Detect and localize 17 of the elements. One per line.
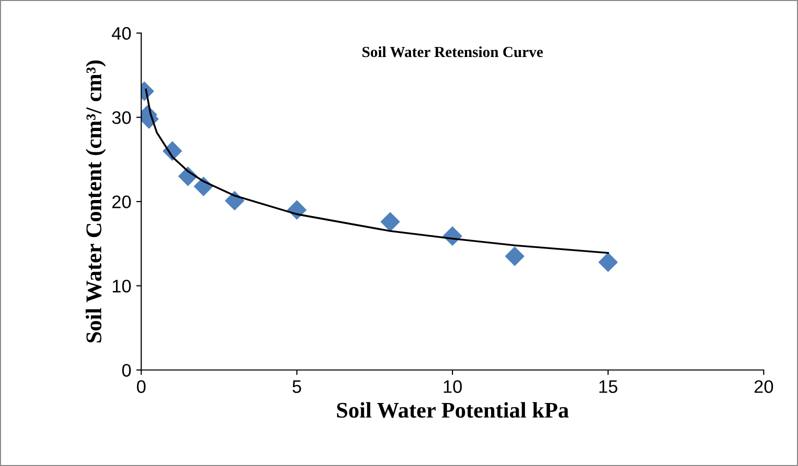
x-tick-label: 0 [136,380,146,393]
x-tick-label: 20 [754,380,774,393]
y-tick-label: 30 [112,111,131,124]
y-tick-label: 40 [112,27,131,40]
y-tick-label: 0 [122,364,131,377]
y-tick-label: 20 [112,195,131,208]
x-axis-title: Soil Water Potential kPa [337,402,569,418]
text: Soil Water Retension Curve [362,46,543,58]
y-tick-label: 10 [112,280,131,292]
x-tick-label: 5 [292,380,302,393]
point [505,246,524,266]
point [380,212,400,232]
y-axis-title: Soil Water Content (cm³/ cm³) [86,60,106,342]
x-tick-label: 10 [444,380,462,393]
point [225,191,244,210]
point [598,252,618,272]
x-tick-label: 15 [599,380,618,393]
